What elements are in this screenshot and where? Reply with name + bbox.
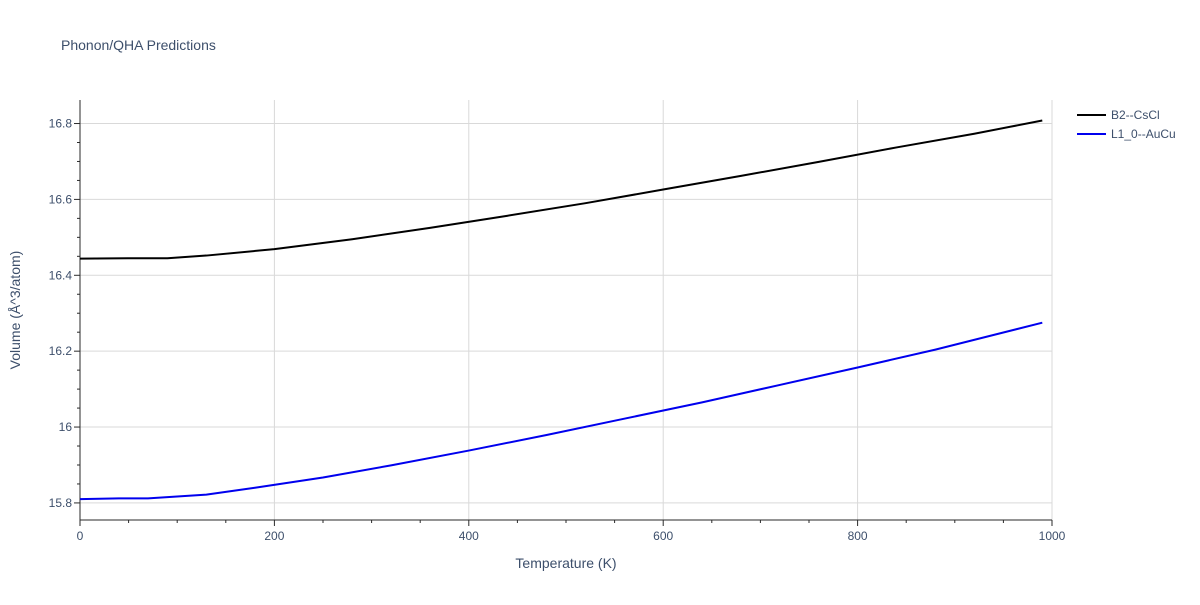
y-tick-label: 16.6 <box>49 192 73 206</box>
legend[interactable]: B2--CsCl L1_0--AuCu <box>1077 108 1176 141</box>
legend-item[interactable]: B2--CsCl <box>1077 108 1160 122</box>
series-layer <box>79 119 1043 501</box>
series-line-l1-0-aucu <box>79 321 1043 501</box>
grid-layer <box>80 100 1053 520</box>
y-axis-label: Volume (Å^3/atom) <box>7 251 23 370</box>
legend-label: L1_0--AuCu <box>1111 127 1176 141</box>
y-tick-label: 15.8 <box>49 496 73 510</box>
x-tick-label: 1000 <box>1039 529 1066 543</box>
legend-label: B2--CsCl <box>1111 108 1160 122</box>
y-tick-label: 16.2 <box>49 344 73 358</box>
x-tick-label: 800 <box>848 529 868 543</box>
x-axis-label: Temperature (K) <box>515 555 616 571</box>
x-tick-label: 600 <box>653 529 673 543</box>
legend-item[interactable]: L1_0--AuCu <box>1077 127 1176 141</box>
y-tick-label: 16.4 <box>49 268 73 282</box>
series-line-b2-cscl <box>79 119 1043 260</box>
chart-title: Phonon/QHA Predictions <box>61 37 216 53</box>
axis-layer: 0 200 400 600 800 1000 15.8 16 16.2 16.4 16.6 16.8 <box>49 100 1066 543</box>
y-tick-label: 16.8 <box>49 117 73 131</box>
x-tick-label: 400 <box>459 529 479 543</box>
x-tick-label: 0 <box>77 529 84 543</box>
x-tick-label: 200 <box>264 529 284 543</box>
y-tick-label: 16 <box>59 420 73 434</box>
